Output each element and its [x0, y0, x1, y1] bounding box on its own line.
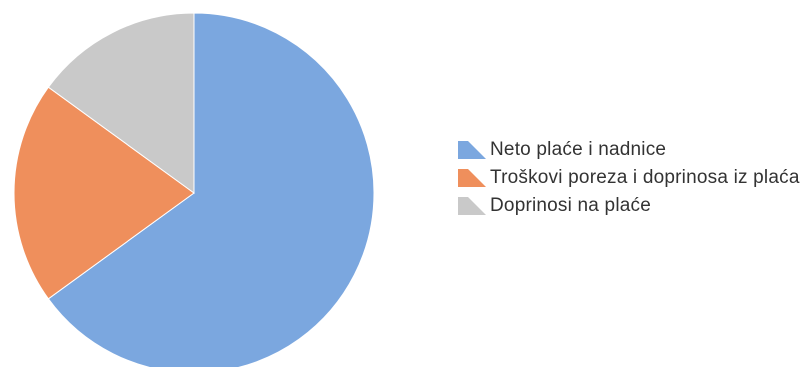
- legend-item-doprinosi: Doprinosi na plaće: [458, 195, 804, 217]
- orange-swatch-icon: [458, 169, 486, 187]
- legend-item-troskovi: Troškovi poreza i doprinosa iz plaća: [458, 167, 804, 189]
- legend-swatch-shape: [458, 197, 486, 215]
- blue-swatch-icon: [458, 141, 486, 159]
- legend-item-neto: Neto plaće i nadnice: [458, 139, 804, 161]
- pie-slice-1: [13, 86, 195, 300]
- legend-label: Doprinosi na plaće: [490, 195, 651, 216]
- pie-slice-2: [47, 12, 195, 194]
- gray-swatch-icon: [458, 197, 486, 215]
- legend: Neto plaće i nadnice Troškovi poreza i d…: [458, 139, 804, 223]
- pie-slice-0: [47, 12, 375, 367]
- legend-swatch-shape: [458, 169, 486, 187]
- legend-swatch-shape: [458, 141, 486, 159]
- legend-label: Troškovi poreza i doprinosa iz plaća: [490, 167, 800, 188]
- legend-label: Neto plaće i nadnice: [490, 139, 667, 160]
